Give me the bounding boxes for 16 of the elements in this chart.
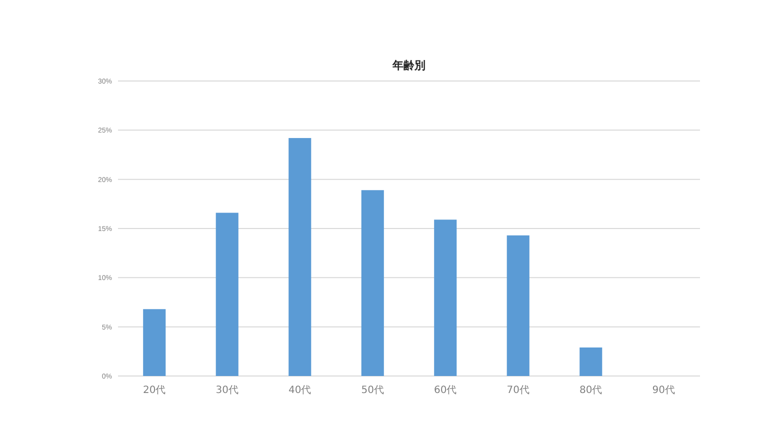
x-tick-label: 40代 xyxy=(288,385,312,396)
bar xyxy=(143,309,166,376)
x-tick-label: 90代 xyxy=(652,385,675,396)
x-tick-label: 60代 xyxy=(434,385,457,396)
bar xyxy=(288,138,312,376)
bar xyxy=(216,212,238,376)
x-tick-label: 50代 xyxy=(361,385,384,396)
x-tick-label: 80代 xyxy=(580,385,602,396)
x-tick-label: 20代 xyxy=(143,385,166,396)
x-tick-label: 30代 xyxy=(216,385,238,396)
chart-title: 年齢別 xyxy=(392,59,426,72)
bar xyxy=(580,347,602,376)
bar xyxy=(506,235,530,376)
bar xyxy=(434,220,457,376)
x-tick-label: 70代 xyxy=(506,385,530,396)
bar xyxy=(361,190,384,376)
